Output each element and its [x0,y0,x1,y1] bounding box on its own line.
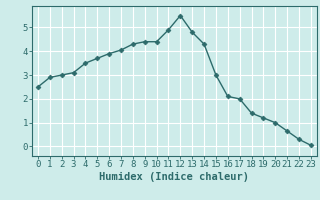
X-axis label: Humidex (Indice chaleur): Humidex (Indice chaleur) [100,172,249,182]
